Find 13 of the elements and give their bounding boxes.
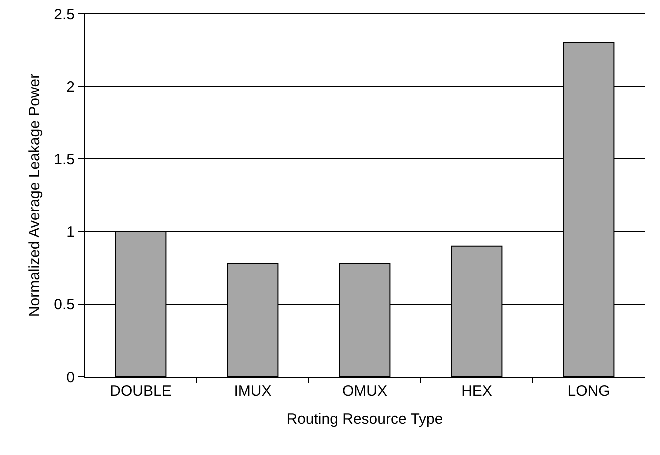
x-tick-label: OMUX xyxy=(342,383,388,400)
y-tick-label: 2 xyxy=(66,78,75,96)
y-tick-label: 0.5 xyxy=(54,296,75,314)
y-tick-label: 0 xyxy=(66,369,75,386)
y-tick-label: 2.5 xyxy=(54,6,75,24)
x-tick-label: LONG xyxy=(568,383,610,400)
y-axis-title: Normalized Average Leakage Power xyxy=(26,74,44,318)
y-tick-label: 1.5 xyxy=(54,151,75,168)
x-tick-label: IMUX xyxy=(234,383,272,400)
x-tick-label: DOUBLE xyxy=(110,383,172,400)
y-tick-label: 1 xyxy=(66,224,75,242)
x-tick-label: HEX xyxy=(462,383,492,400)
x-axis-title: Routing Resource Type xyxy=(286,411,444,428)
